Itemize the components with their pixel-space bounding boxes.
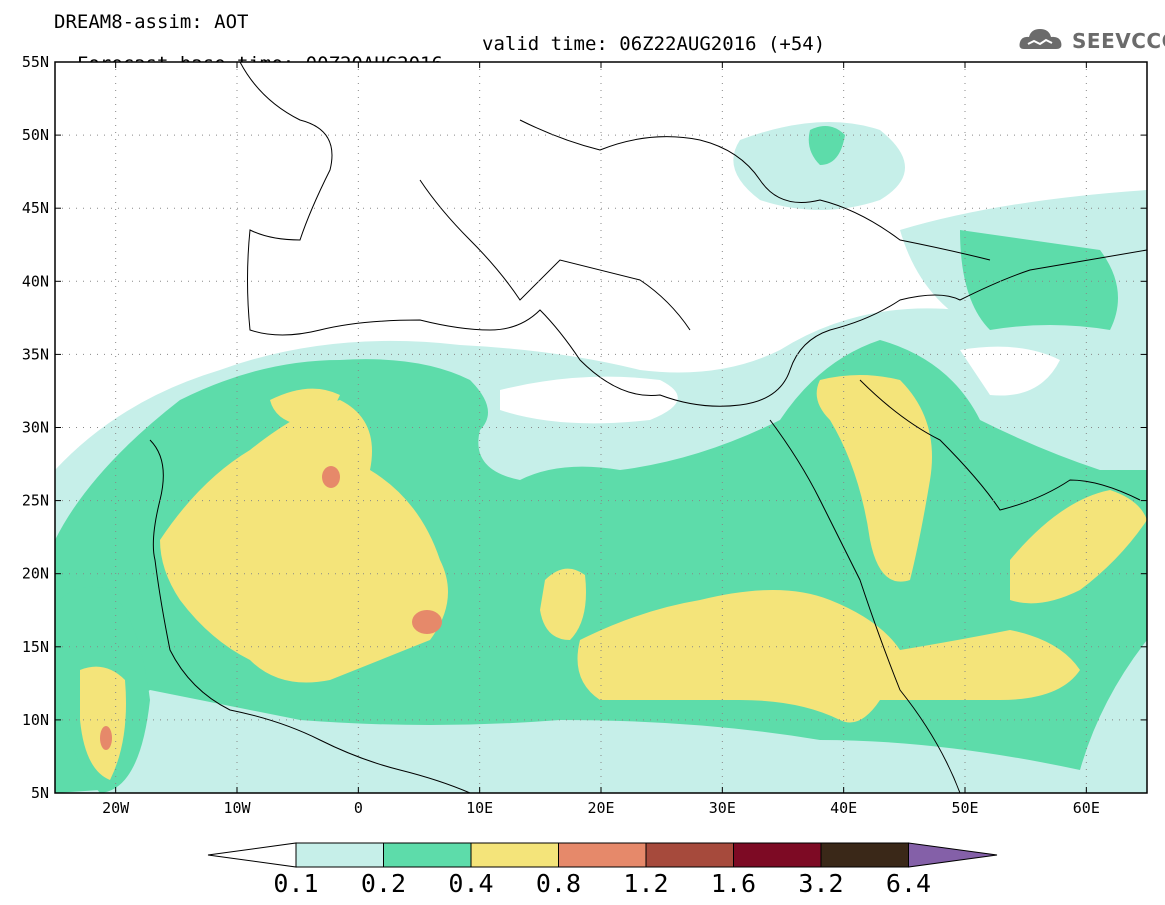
- lat-label: 20N: [22, 565, 49, 583]
- lat-label: 50N: [22, 126, 49, 144]
- lon-label: 0: [354, 799, 363, 817]
- colorbar-segment: [733, 842, 822, 868]
- colorbar-label: 6.4: [886, 869, 931, 898]
- colorbar-label: 0.4: [448, 869, 493, 898]
- lon-label: 20W: [102, 799, 130, 817]
- colorbar-over-arrow: [908, 842, 998, 868]
- colorbar-segment: [383, 842, 472, 868]
- lon-label: 20E: [587, 799, 614, 817]
- aot-field: [55, 62, 1147, 793]
- colorbar-segment: [645, 842, 734, 868]
- map-title: DREAM8-assim: AOT: [54, 11, 249, 33]
- lon-label: 30E: [709, 799, 736, 817]
- colorbar-label: 0.8: [536, 869, 581, 898]
- colorbar-under-arrow: [207, 842, 297, 868]
- colorbar-label: 1.6: [711, 869, 756, 898]
- coastlines: [149, 62, 1147, 793]
- grid-lines: [55, 62, 1147, 793]
- lon-label: 40E: [830, 799, 857, 817]
- lat-label: 35N: [22, 345, 49, 363]
- lon-label: 10W: [223, 799, 251, 817]
- lat-label: 30N: [22, 419, 49, 437]
- colorbar-label: 0.2: [361, 869, 406, 898]
- valid-time: valid time: 06Z22AUG2016 (+54): [482, 33, 826, 55]
- colorbar-label: 1.2: [623, 869, 668, 898]
- colorbar: 0.1 0.2 0.4 0.8 1.2 1.6 3.2 6.4: [207, 842, 998, 898]
- colorbar-label: 3.2: [798, 869, 843, 898]
- lon-label: 50E: [951, 799, 978, 817]
- colorbar-label: 0.1: [273, 869, 318, 898]
- colorbar-segment: [820, 842, 909, 868]
- lat-label: 55N: [22, 53, 49, 71]
- colorbar-segment: [295, 842, 384, 868]
- cloud-icon: [1019, 29, 1062, 49]
- lat-label: 45N: [22, 199, 49, 217]
- lon-label: 60E: [1073, 799, 1100, 817]
- longitude-labels: 20W 10W 0 10E 20E 30E 40E 50E 60E: [102, 62, 1100, 817]
- lat-label: 25N: [22, 492, 49, 510]
- lat-label: 15N: [22, 638, 49, 656]
- lat-label: 10N: [22, 711, 49, 729]
- colorbar-segment: [470, 842, 559, 868]
- latitude-labels: 5N 10N 15N 20N 25N 30N 35N 40N 45N 50N 55N: [22, 53, 1147, 802]
- lon-label: 10E: [466, 799, 493, 817]
- lat-label: 40N: [22, 272, 49, 290]
- colorbar-segment: [558, 842, 647, 868]
- lat-label: 5N: [31, 784, 49, 802]
- logo-text: SEEVCCC: [1072, 29, 1165, 53]
